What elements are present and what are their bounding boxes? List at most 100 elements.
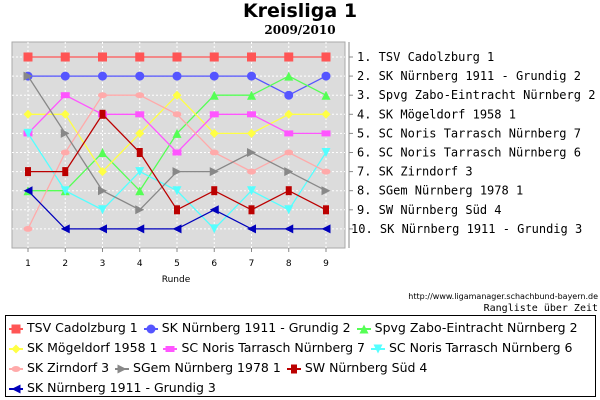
data-point xyxy=(98,52,107,62)
data-point xyxy=(172,128,182,138)
legend-label: SK Nürnberg 1911 - Grundig 3 xyxy=(27,380,216,395)
data-point xyxy=(323,205,329,215)
data-point xyxy=(172,186,182,196)
rank-label: 8. SGem Nürnberg 1978 1 xyxy=(357,184,523,198)
data-point xyxy=(135,186,145,196)
data-point xyxy=(25,167,31,177)
line-chart: 1 2 3 4 5 6 7 8 9 Runde 1. TSV Cadolzburg 1 2. SK N… xyxy=(11,41,595,285)
data-point xyxy=(60,71,70,81)
rank-label: 2. SK Nürnberg 1911 - Grundig 2 xyxy=(357,69,581,83)
data-point xyxy=(321,186,331,196)
legend-swatch-icon xyxy=(163,345,178,352)
legend-label: SK Zirndorf 3 xyxy=(27,360,110,375)
legend: TSV Cadolzburg 1 SK Nürnberg 1911 - Grund… xyxy=(5,315,596,397)
data-point xyxy=(23,52,33,62)
legend-marker xyxy=(146,324,156,333)
rank-label: 9. SW Nürnberg Süd 4 xyxy=(357,203,502,217)
data-point xyxy=(60,92,70,99)
data-point xyxy=(247,90,256,100)
x-axis-label: Runde xyxy=(162,275,191,285)
data-point xyxy=(209,111,219,118)
data-point xyxy=(284,52,294,62)
data-point xyxy=(174,205,180,215)
data-point xyxy=(247,71,256,81)
data-point xyxy=(98,186,107,196)
data-point xyxy=(209,167,219,177)
legend-swatch-icon xyxy=(115,364,130,373)
data-point xyxy=(321,130,331,137)
legend-item: SC Noris Tarrasch Nürnberg 7 xyxy=(163,338,365,358)
data-point xyxy=(135,224,145,234)
data-point xyxy=(135,92,145,99)
data-point xyxy=(248,205,255,215)
data-point xyxy=(284,205,294,215)
data-point xyxy=(284,224,294,234)
x-tick-label: 9 xyxy=(323,259,329,269)
data-point xyxy=(209,224,219,234)
x-tick-label: 3 xyxy=(100,259,106,269)
data-point xyxy=(284,167,294,177)
series-spvg-zabo-eintracht-n-rnberg-2 xyxy=(23,71,331,196)
data-point xyxy=(172,149,182,156)
legend-item: SK Mögeldorf 1958 1 xyxy=(9,338,157,358)
data-point xyxy=(172,111,182,118)
legend-item: TSV Cadolzburg 1 xyxy=(9,318,138,338)
data-point xyxy=(98,167,107,177)
data-point xyxy=(247,186,256,196)
data-point xyxy=(172,224,182,234)
data-point xyxy=(321,148,331,157)
legend-marker xyxy=(11,344,21,353)
legend-item: SC Noris Tarrasch Nürnberg 6 xyxy=(370,338,573,358)
legend-swatch-icon xyxy=(356,324,371,333)
data-point xyxy=(60,224,70,234)
data-point xyxy=(247,128,256,138)
data-point xyxy=(321,71,331,81)
legend-label: SC Noris Tarrasch Nürnberg 7 xyxy=(181,340,365,355)
rank-label: 4. SK Mögeldorf 1958 1 xyxy=(357,107,516,121)
data-point xyxy=(209,128,219,138)
data-point xyxy=(172,167,182,177)
rank-label: 1. TSV Cadolzburg 1 xyxy=(357,50,494,64)
data-point xyxy=(209,90,219,100)
data-point xyxy=(98,148,107,157)
legend-marker xyxy=(11,324,21,333)
data-point xyxy=(172,71,182,81)
rank-label: 5. SC Noris Tarrasch Nürnberg 7 xyxy=(357,126,581,140)
data-point xyxy=(135,71,145,81)
legend-swatch-icon xyxy=(9,344,23,353)
series-tsv-cadolzburg-1 xyxy=(23,52,331,62)
data-point xyxy=(172,52,182,62)
data-point xyxy=(284,90,294,100)
rank-label: 7. SK Zirndorf 3 xyxy=(357,165,473,179)
data-point xyxy=(209,71,219,81)
data-point xyxy=(284,109,294,119)
legend-item: SGem Nürnberg 1978 1 xyxy=(115,358,281,378)
data-point xyxy=(211,186,218,196)
legend-marker xyxy=(117,364,127,373)
rank-label: 10. SK Nürnberg 1911 - Grundig 3 xyxy=(351,222,582,236)
legend-marker xyxy=(11,365,21,372)
legend-item: Spvg Zabo-Eintracht Nürnberg 2 xyxy=(356,318,578,338)
data-point xyxy=(285,186,292,196)
data-point xyxy=(23,128,33,138)
legend-label: Spvg Zabo-Eintracht Nürnberg 2 xyxy=(374,320,578,335)
legend-item: SK Zirndorf 3 xyxy=(9,358,109,378)
legend-swatch-icon xyxy=(370,344,385,353)
data-point xyxy=(247,111,256,118)
legend-marker xyxy=(290,364,297,373)
x-tick-label: 4 xyxy=(137,259,143,269)
x-tick-label: 1 xyxy=(25,259,31,269)
data-point xyxy=(60,186,70,196)
data-point xyxy=(247,168,256,175)
rank-label: 6. SC Noris Tarrasch Nürnberg 6 xyxy=(357,146,581,160)
x-tick-label: 6 xyxy=(211,259,217,269)
legend-label: SK Mögeldorf 1958 1 xyxy=(27,340,158,355)
legend-label: SC Noris Tarrasch Nürnberg 6 xyxy=(388,340,573,355)
data-point xyxy=(321,224,331,234)
data-point xyxy=(99,109,106,119)
data-point xyxy=(23,71,33,81)
legend-swatch-icon xyxy=(9,384,23,393)
legend-swatch-icon xyxy=(143,324,158,333)
x-tick-label: 7 xyxy=(249,259,255,269)
data-point xyxy=(321,90,331,100)
